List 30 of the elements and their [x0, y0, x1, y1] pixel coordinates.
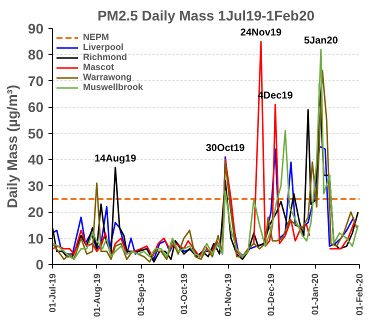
annotation: 5Jan20: [304, 35, 338, 46]
y-tick-label: 30: [28, 178, 44, 194]
y-tick-label: 40: [28, 152, 44, 168]
annotation: 14Aug19: [94, 153, 137, 164]
y-tick-label: 20: [28, 204, 44, 220]
x-tick-label: 01-Oct-19: [178, 273, 189, 315]
legend-label: Richmond: [83, 52, 127, 62]
x-tick-label: 01-Jul-19: [48, 273, 58, 313]
annotation: 30Oct19: [206, 142, 246, 154]
y-tick-label: 70: [28, 72, 44, 89]
legend-label: NEPM: [83, 32, 110, 42]
y-tick-label: 60: [28, 99, 44, 116]
y-tick-label: 90: [28, 20, 44, 36]
y-tick-label: 80: [28, 46, 44, 63]
x-tick-label: 01-Jan-20: [310, 273, 320, 316]
legend-label: Mascot: [83, 62, 114, 72]
y-tick-label: 0: [36, 256, 44, 272]
y-tick-label: 50: [28, 125, 44, 142]
legend-label: Warrawong: [83, 72, 132, 82]
y-axis-title: Daily Mass (µg/m³): [4, 84, 20, 208]
x-tick-label: 01-Feb-20: [354, 273, 364, 316]
x-tick-label: 01-Dec-19: [266, 273, 276, 316]
x-tick-label: 01-Aug-19: [92, 273, 102, 318]
chart-title: PM2.5 Daily Mass 1Jul19-1Feb20: [97, 8, 315, 24]
y-tick-label: 10: [28, 230, 44, 246]
legend-label: Liverpool: [83, 42, 124, 52]
annotation: 24Nov19: [240, 28, 282, 39]
x-tick-label: 01-Nov-19: [223, 273, 234, 317]
legend-label: Muswellbrook: [83, 82, 144, 92]
x-tick-label: 01-Sep-19: [136, 273, 146, 316]
